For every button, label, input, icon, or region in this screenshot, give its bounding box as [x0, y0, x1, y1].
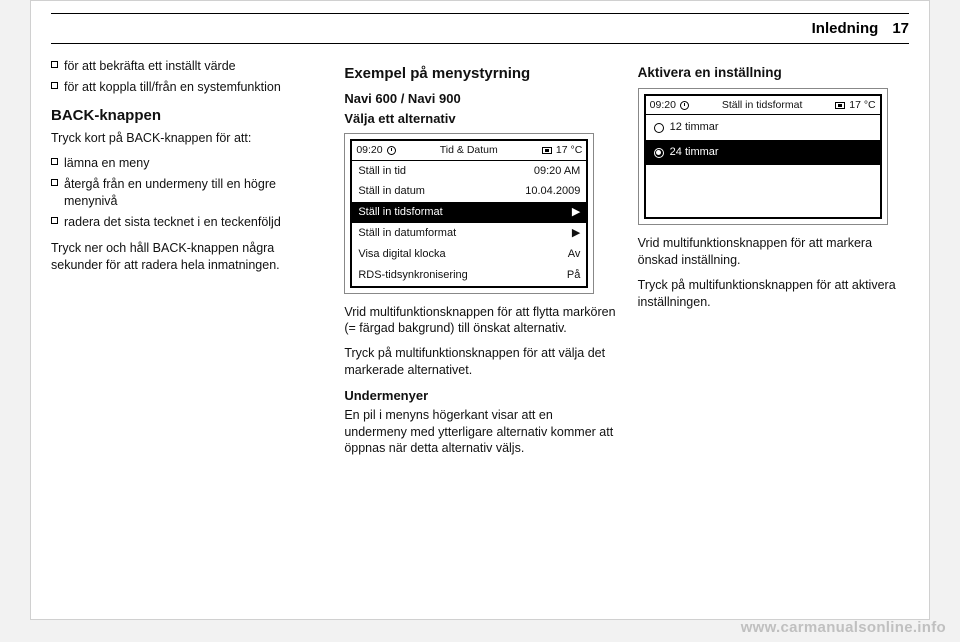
square-bullet-icon: [51, 217, 58, 224]
menu-row: Ställ in datum 10.04.2009: [352, 181, 586, 202]
lcd-spacer: [646, 165, 880, 217]
row-value: 09:20 AM: [534, 164, 580, 179]
header-page-number: 17: [892, 20, 909, 37]
lcd-inner: 09:20 Ställ in tidsformat 17 °C 12 timma…: [644, 94, 882, 219]
status-left: 09:20: [356, 143, 395, 157]
column-3: Aktivera en inställning 09:20 Ställ in t…: [638, 58, 909, 465]
col2-p2: Tryck på multifunktionsknappen för att v…: [344, 345, 615, 379]
bullet-text: radera det sista tecknet i en teckenfölj…: [64, 214, 281, 231]
bullet-text: lämna en meny: [64, 155, 149, 172]
option-row: 12 timmar: [646, 115, 880, 140]
lcd-status-bar: 09:20 Tid & Datum 17 °C: [352, 141, 586, 160]
row-label: Ställ in datumformat: [358, 226, 456, 241]
menu-row: Ställ in datumformat ▶: [352, 223, 586, 244]
menu-row: RDS-tidsynkronisering På: [352, 265, 586, 286]
menu-row: Visa digital klocka Av: [352, 244, 586, 265]
battery-icon: [835, 102, 845, 109]
clock-icon: [680, 101, 689, 110]
lcd-title: Tid & Datum: [440, 143, 498, 157]
bullet-text: för att koppla till/från en systemfunkti…: [64, 79, 281, 96]
option-row-selected: 24 timmar: [646, 140, 880, 165]
square-bullet-icon: [51, 61, 58, 68]
menu-row: Ställ in tid 09:20 AM: [352, 161, 586, 182]
option-label: 24 timmar: [670, 145, 719, 160]
status-temp: 17 °C: [849, 98, 875, 112]
watermark: www.carmanualsonline.info: [741, 619, 946, 636]
row-label: RDS-tidsynkronisering: [358, 268, 467, 283]
col2-p1: Vrid multifunktionsknappen för att flytt…: [344, 304, 615, 338]
col3-heading: Aktivera en inställning: [638, 64, 909, 82]
radio-checked-icon: [654, 148, 664, 158]
option-label: 12 timmar: [670, 120, 719, 135]
row-label: Ställ in tid: [358, 164, 406, 179]
lcd-inner: 09:20 Tid & Datum 17 °C Ställ in tid 09:2…: [350, 139, 588, 287]
radio-icon: [654, 123, 664, 133]
col2-sub2: Välja ett alternativ: [344, 110, 615, 128]
row-label: Visa digital klocka: [358, 247, 445, 262]
status-time: 09:20: [356, 143, 382, 157]
submenu-arrow-icon: ▶: [572, 226, 580, 241]
list-item: för att bekräfta ett inställt värde: [51, 58, 322, 75]
column-2: Exempel på menystyrning Navi 600 / Navi …: [344, 58, 615, 465]
back-bullets: lämna en meny återgå från en undermeny t…: [51, 155, 322, 231]
clock-icon: [387, 146, 396, 155]
status-right: 17 °C: [542, 143, 582, 157]
lcd-status-bar: 09:20 Ställ in tidsformat 17 °C: [646, 96, 880, 115]
battery-icon: [542, 147, 552, 154]
status-left: 09:20: [650, 98, 689, 112]
lcd-screenshot-menu: 09:20 Tid & Datum 17 °C Ställ in tid 09:2…: [344, 133, 594, 293]
col2-sub3: Undermenyer: [344, 387, 615, 405]
lcd-title: Ställ in tidsformat: [722, 98, 803, 112]
submenu-arrow-icon: ▶: [572, 205, 580, 220]
list-item: för att koppla till/från en systemfunkti…: [51, 79, 322, 96]
col2-sub1: Navi 600 / Navi 900: [344, 90, 615, 108]
menu-row-selected: Ställ in tidsformat ▶: [352, 202, 586, 223]
bullet-text: återgå från en undermeny till en högre m…: [64, 176, 322, 210]
status-time: 09:20: [650, 98, 676, 112]
list-item: lämna en meny: [51, 155, 322, 172]
header-title: Inledning: [812, 20, 879, 37]
intro-bullets: för att bekräfta ett inställt värde för …: [51, 58, 322, 96]
row-value: På: [567, 268, 580, 283]
row-value: Av: [568, 247, 581, 262]
back-hold-text: Tryck ner och håll BACK-knappen några se…: [51, 240, 322, 274]
col3-p1: Vrid multifunktionsknappen för att marke…: [638, 235, 909, 269]
back-intro: Tryck kort på BACK-knappen för att:: [51, 130, 322, 147]
row-value: 10.04.2009: [525, 184, 580, 199]
square-bullet-icon: [51, 82, 58, 89]
columns: för att bekräfta ett inställt värde för …: [51, 58, 909, 465]
lcd-screenshot-setting: 09:20 Ställ in tidsformat 17 °C 12 timma…: [638, 88, 888, 225]
row-label: Ställ in tidsformat: [358, 205, 442, 220]
row-label: Ställ in datum: [358, 184, 425, 199]
list-item: radera det sista tecknet i en teckenfölj…: [51, 214, 322, 231]
top-rule: [51, 13, 909, 14]
column-1: för att bekräfta ett inställt värde för …: [51, 58, 322, 465]
status-temp: 17 °C: [556, 143, 582, 157]
page-header: Inledning 17: [51, 20, 909, 44]
col2-heading: Exempel på menystyrning: [344, 64, 615, 84]
square-bullet-icon: [51, 158, 58, 165]
list-item: återgå från en undermeny till en högre m…: [51, 176, 322, 210]
square-bullet-icon: [51, 179, 58, 186]
col3-p2: Tryck på multifunktionsknappen för att a…: [638, 277, 909, 311]
col2-p3: En pil i menyns högerkant visar att en u…: [344, 407, 615, 458]
manual-page: Inledning 17 för att bekräfta ett instäl…: [30, 0, 930, 620]
bullet-text: för att bekräfta ett inställt värde: [64, 58, 236, 75]
back-heading: BACK-knappen: [51, 106, 322, 126]
status-right: 17 °C: [835, 98, 875, 112]
